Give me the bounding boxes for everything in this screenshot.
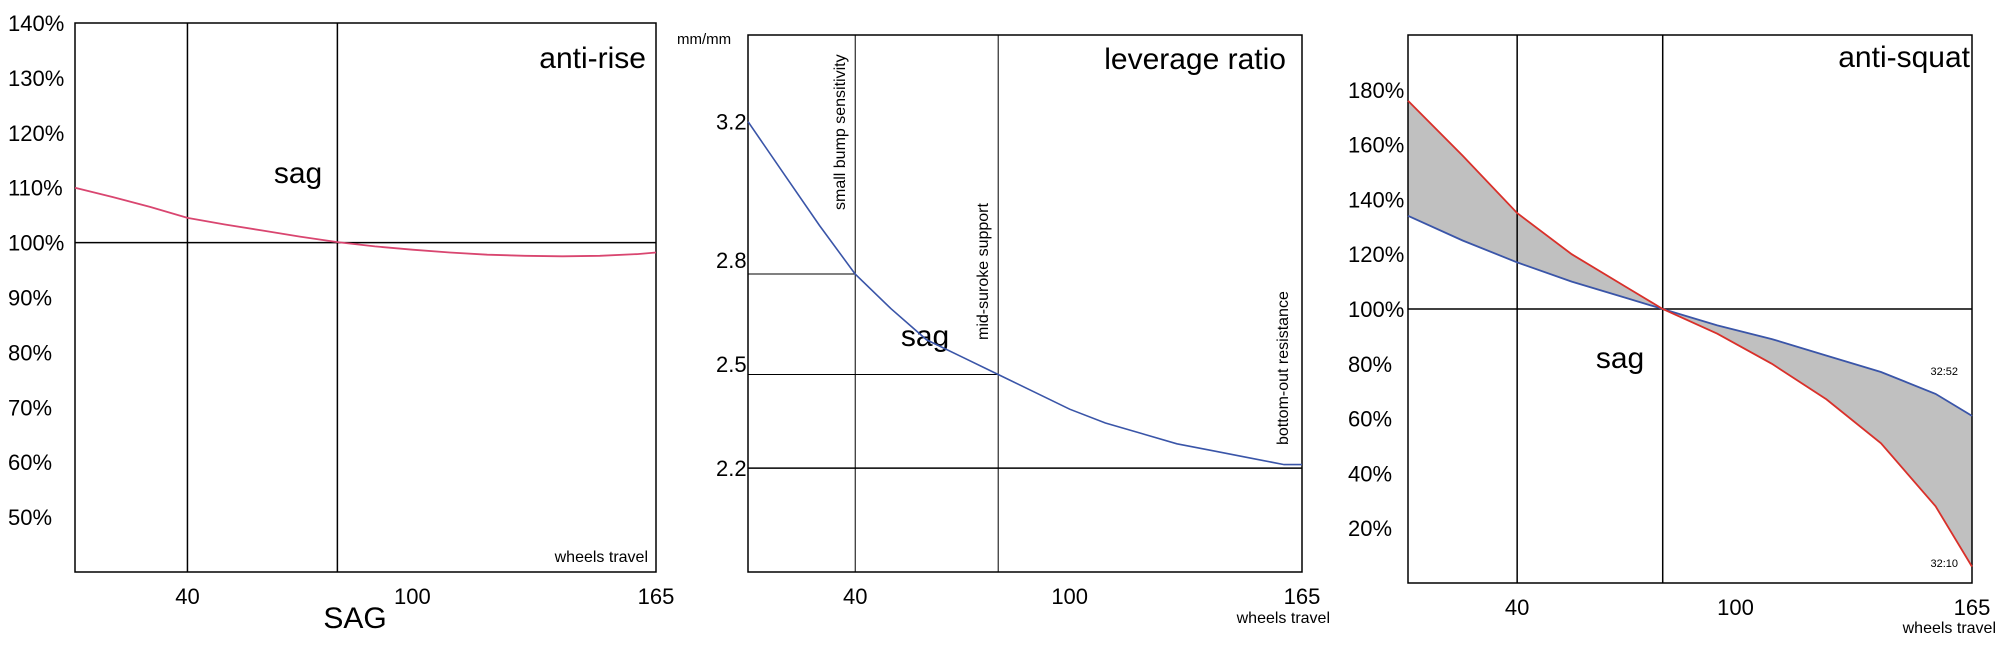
x-axis-label: wheels travel bbox=[1236, 610, 1330, 627]
sag-label: sag bbox=[1596, 342, 1644, 375]
y-tick-label: 100% bbox=[1348, 297, 1404, 322]
x-axis-label: SAG bbox=[323, 602, 386, 635]
chart-title: anti-rise bbox=[539, 42, 646, 75]
chart-title: leverage ratio bbox=[1104, 43, 1286, 76]
y-tick-label: 2.2 bbox=[716, 456, 747, 481]
plot-frame bbox=[74, 22, 657, 573]
anti-squat-line bbox=[1407, 100, 1973, 568]
y-tick-label: 2.8 bbox=[716, 248, 747, 273]
stage-label: bottom-out resistance bbox=[1275, 291, 1292, 445]
x-tick-label: 165 bbox=[638, 584, 675, 609]
chart-title: anti-squat bbox=[1838, 41, 1970, 74]
x-tick-label: 100 bbox=[1717, 595, 1754, 620]
x-axis-label: wheels travel bbox=[1902, 620, 1996, 637]
y-tick-label: 100% bbox=[8, 231, 64, 256]
x-tick-label: 40 bbox=[1505, 595, 1529, 620]
y-tick-label: 2.5 bbox=[716, 352, 747, 377]
y-tick-label: 140% bbox=[1348, 187, 1404, 212]
x-tick-label: 40 bbox=[843, 584, 867, 609]
anti-rise-line bbox=[74, 186, 657, 258]
stage-label: mid-suroke support bbox=[975, 202, 992, 340]
anti-squat-chart: 180% 160% 140% 120% 100% 80% 60% 40% 20% 40 100 165… bbox=[1348, 34, 1996, 637]
y-tick-label: 180% bbox=[1348, 78, 1404, 103]
x-tick-label: 100 bbox=[1051, 584, 1088, 609]
y-tick-label: 110% bbox=[8, 176, 63, 201]
y-tick-label: 50% bbox=[8, 505, 52, 530]
y-tick-label: 70% bbox=[8, 395, 52, 420]
y-tick-label: 80% bbox=[8, 340, 52, 365]
y-tick-label: 3.2 bbox=[716, 110, 747, 135]
series-label: 32:10 bbox=[1930, 558, 1958, 570]
y-tick-label: 90% bbox=[8, 286, 52, 311]
wheels-travel-label: wheels travel bbox=[554, 549, 648, 566]
anti-rise-chart: 140% 130% 120% 110% 100% 90% 80% 70% 60% 50% 40 100… bbox=[8, 11, 674, 635]
x-tick-label: 40 bbox=[175, 584, 199, 609]
y-tick-label: 160% bbox=[1348, 133, 1404, 158]
y-axis-unit: mm/mm bbox=[677, 31, 731, 48]
y-tick-label: 20% bbox=[1348, 516, 1392, 541]
y-tick-label: 60% bbox=[8, 450, 52, 475]
y-tick-label: 120% bbox=[1348, 242, 1404, 267]
y-tick-label: 120% bbox=[8, 121, 64, 146]
leverage-ratio-chart: small bump sensitivity mid-suroke support… bbox=[677, 31, 1330, 627]
y-tick-label: 40% bbox=[1348, 461, 1392, 486]
y-tick-label: 60% bbox=[1348, 407, 1392, 432]
y-tick-label: 140% bbox=[8, 11, 64, 36]
x-tick-label: 165 bbox=[1954, 595, 1991, 620]
x-tick-label: 100 bbox=[394, 584, 431, 609]
anti-squat-line bbox=[1407, 214, 1973, 417]
sag-label: sag bbox=[274, 157, 322, 190]
y-tick-label: 130% bbox=[8, 66, 64, 91]
leverage-ratio-line bbox=[747, 121, 1302, 466]
plot-frame bbox=[747, 34, 1303, 573]
series-label: 32:52 bbox=[1930, 366, 1958, 378]
stage-label: small bump sensitivity bbox=[832, 54, 849, 210]
gear-range-fill bbox=[1408, 100, 1972, 567]
x-tick-label: 165 bbox=[1284, 584, 1321, 609]
y-tick-label: 80% bbox=[1348, 352, 1392, 377]
